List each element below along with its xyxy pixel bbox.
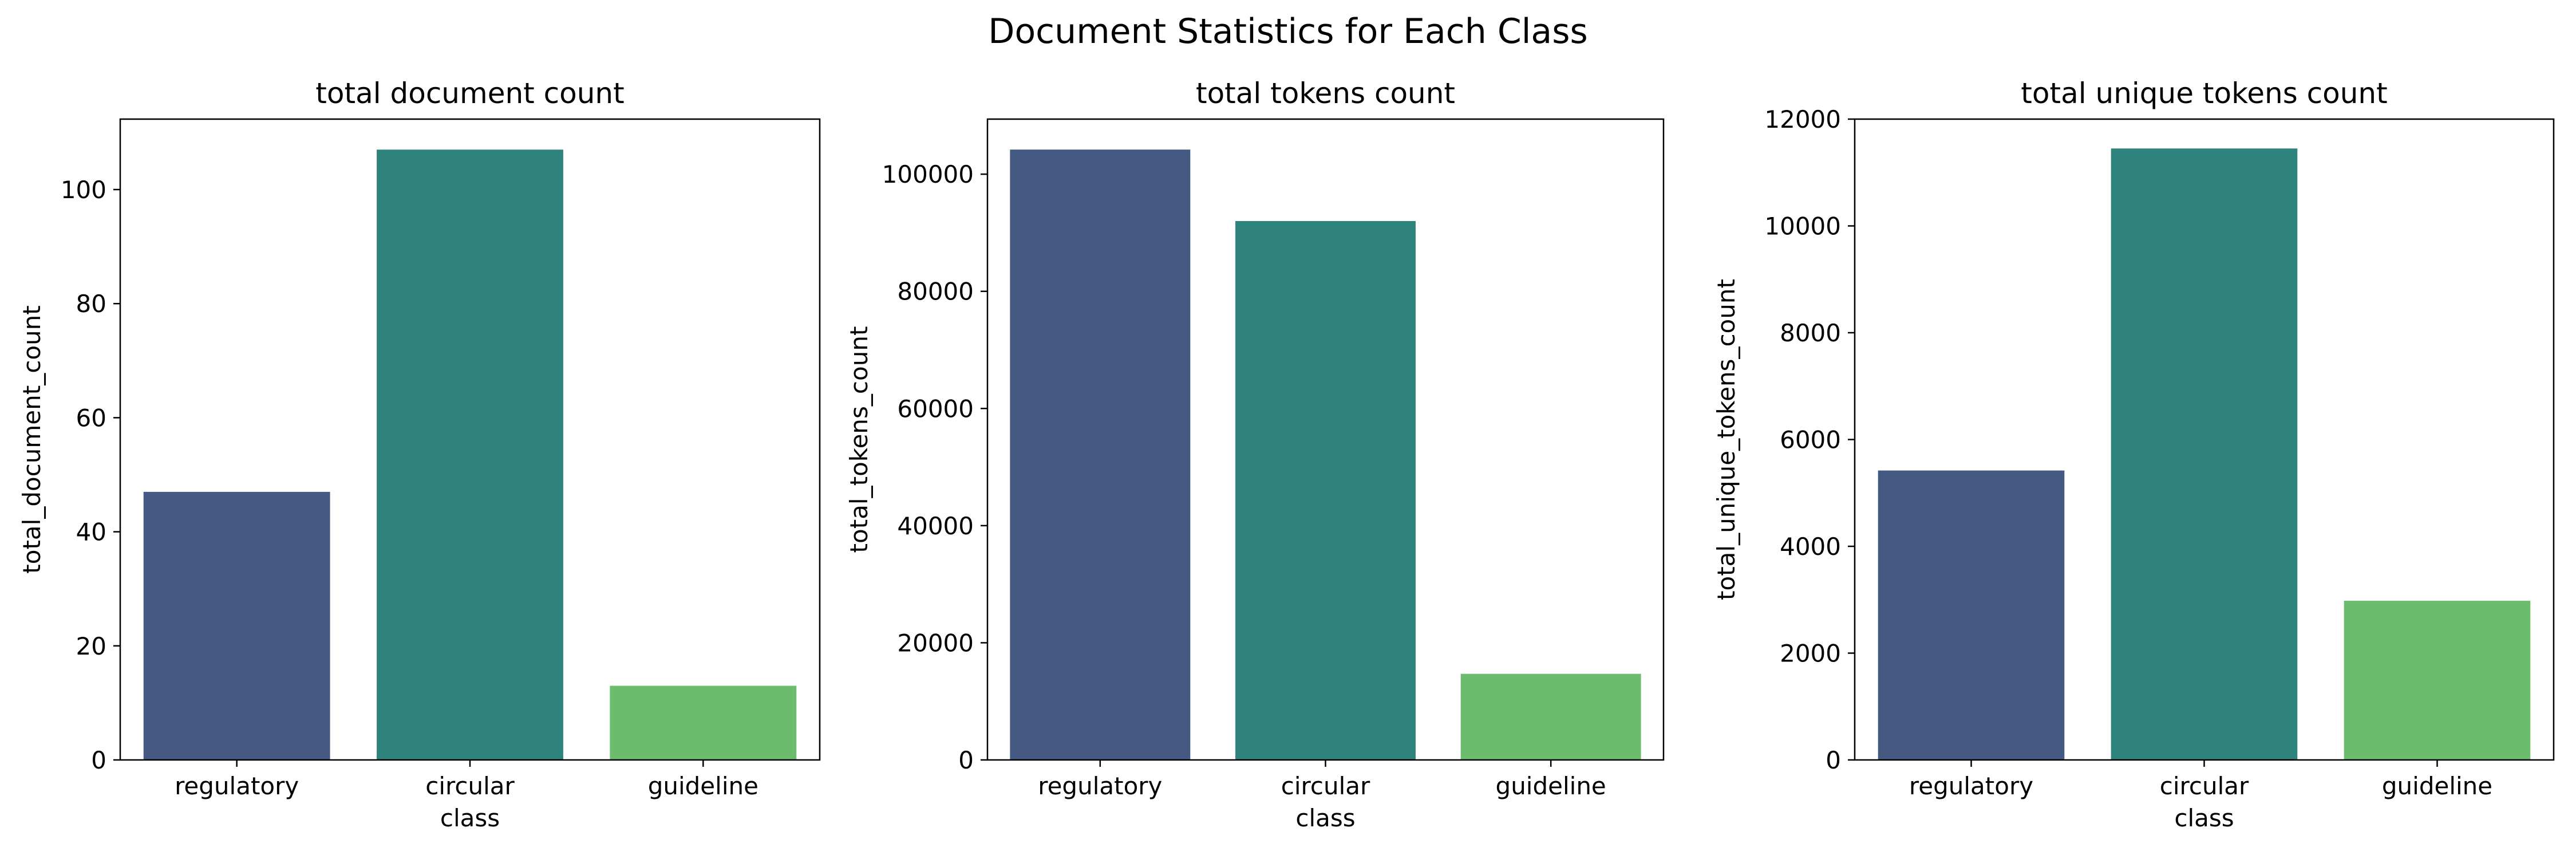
bar-guideline [1460,673,1641,760]
x-tick-label: circular [2160,772,2249,800]
subplot-title: total unique tokens count [2021,77,2387,110]
y-tick-label: 6000 [1780,426,1841,454]
x-tick-label: circular [425,772,515,800]
y-tick-label: 100 [61,176,106,204]
x-tick-label: guideline [1496,772,1606,800]
y-tick-label: 80 [76,290,106,318]
x-tick-label: guideline [2382,772,2492,800]
y-axis-label: total_tokens_count [845,326,873,553]
y-tick-label: 60000 [897,395,974,423]
x-tick-label: regulatory [1909,772,2033,800]
y-axis-label: total_document_count [18,305,46,573]
y-tick-label: 100000 [882,160,974,188]
y-tick-label: 12000 [1764,105,1841,133]
bar-guideline [610,685,797,760]
x-tick-label: circular [1281,772,1370,800]
bar-guideline [2344,601,2531,760]
x-tick-label: regulatory [175,772,299,800]
y-tick-label: 60 [76,404,106,432]
x-tick-label: regulatory [1038,772,1162,800]
y-tick-label: 10000 [1764,212,1841,241]
bar-circular [377,149,563,761]
bar-regulatory [143,491,330,760]
y-tick-label: 4000 [1780,533,1841,561]
y-tick-label: 80000 [897,278,974,306]
y-tick-label: 40 [76,518,106,546]
y-tick-label: 40000 [897,512,974,540]
figure-title: Document Statistics for Each Class [988,11,1588,52]
x-axis-label: class [1295,804,1355,832]
y-tick-label: 0 [1826,746,1841,774]
y-axis-label: total_unique_tokens_count [1712,279,1740,600]
x-tick-label: guideline [648,772,758,800]
bar-regulatory [1010,149,1191,761]
x-axis-label: class [440,804,500,832]
y-tick-label: 2000 [1780,640,1841,668]
bar-circular [1235,220,1416,761]
y-tick-label: 0 [91,746,106,774]
y-tick-label: 20 [76,632,106,660]
x-axis-label: class [2174,804,2234,832]
bar-regulatory [1878,470,2065,760]
subplot-title: total tokens count [1196,77,1455,110]
subplot-title: total document count [315,77,624,110]
y-tick-label: 8000 [1780,319,1841,347]
bar-circular [2111,148,2298,761]
y-tick-label: 20000 [897,629,974,657]
y-tick-label: 0 [958,746,974,774]
